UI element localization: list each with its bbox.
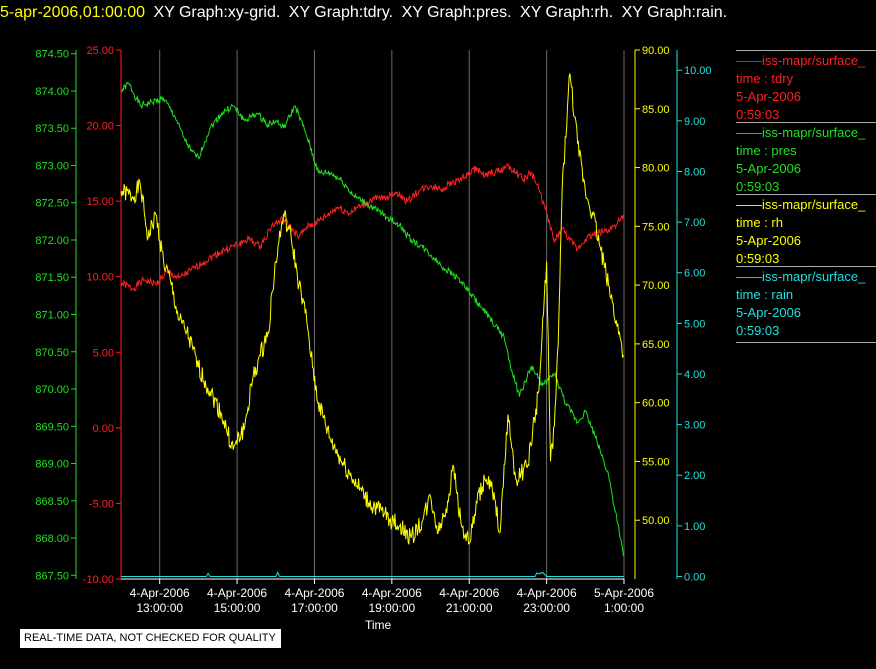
y-tick-label-tdry: 25.00 bbox=[86, 45, 114, 57]
legend-entry-pres: ——iss-mapr/surface_ time : pres 5-Apr-20… bbox=[736, 122, 876, 196]
legend-time: 0:59:03 bbox=[736, 323, 780, 338]
y-tick-label-tdry: 10.00 bbox=[86, 272, 114, 284]
y-tick-label-rh: 70.00 bbox=[642, 280, 670, 292]
y-tick-label-rh: 60.00 bbox=[642, 398, 670, 410]
x-tick-time: 17:00:00 bbox=[291, 601, 338, 615]
legend-date: 5-Apr-2006 bbox=[736, 161, 802, 176]
y-tick-label-rh: 80.00 bbox=[642, 163, 670, 175]
y-tick-label-rh: 85.00 bbox=[642, 104, 670, 116]
x-tick-date: 4-Apr-2006 bbox=[439, 586, 499, 600]
x-tick-time: 15:00:00 bbox=[214, 601, 261, 615]
y-tick-label-pres: 870.50 bbox=[35, 347, 69, 359]
legend-date: 5-Apr-2006 bbox=[736, 89, 802, 104]
legend-line-icon: —— bbox=[736, 125, 762, 140]
x-tick-time: 13:00:00 bbox=[136, 601, 183, 615]
legend-source: iss-mapr/surface_ bbox=[762, 197, 866, 212]
y-tick-label-tdry: 15.00 bbox=[86, 196, 114, 208]
y-tick-label-pres: 870.00 bbox=[35, 384, 69, 396]
y-tick-label-rain: 5.00 bbox=[684, 318, 705, 330]
legend-date: 5-Apr-2006 bbox=[736, 305, 802, 320]
series-line-pres bbox=[120, 81, 625, 557]
y-tick-label-pres: 874.00 bbox=[35, 86, 69, 98]
x-tick-date: 4-Apr-2006 bbox=[362, 586, 422, 600]
y-tick-label-pres: 871.50 bbox=[35, 272, 69, 284]
x-tick-time: 1:00:00 bbox=[604, 601, 644, 615]
legend-entry-rain: ——iss-mapr/surface_ time : rain 5-Apr-20… bbox=[736, 266, 876, 343]
x-axis-title: Time bbox=[365, 618, 392, 632]
legend-line-icon: —— bbox=[736, 197, 762, 212]
legend-entry-tdry: ——iss-mapr/surface_ time : tdry 5-Apr-20… bbox=[736, 50, 876, 124]
legend-source: iss-mapr/surface_ bbox=[762, 53, 866, 68]
y-tick-label-tdry: 5.00 bbox=[93, 347, 114, 359]
legend-var: time : rain bbox=[736, 287, 794, 302]
legend-source: iss-mapr/surface_ bbox=[762, 125, 866, 140]
y-tick-label-pres: 868.00 bbox=[35, 533, 69, 545]
x-tick-date: 4-Apr-2006 bbox=[284, 586, 344, 600]
legend-time: 0:59:03 bbox=[736, 179, 780, 194]
legend-date: 5-Apr-2006 bbox=[736, 233, 802, 248]
header-title-grid: XY Graph:xy-grid. bbox=[153, 4, 281, 21]
y-tick-label-rain: 1.00 bbox=[684, 521, 705, 533]
x-tick-date: 4-Apr-2006 bbox=[207, 586, 267, 600]
graph-header: 5-apr-2006,01:00:00 XY Graph:xy-grid. XY… bbox=[0, 0, 876, 30]
y-tick-label-rh: 55.00 bbox=[642, 456, 670, 468]
y-tick-label-rain: 3.00 bbox=[684, 420, 705, 432]
x-tick-time: 19:00:00 bbox=[368, 601, 415, 615]
legend-var: time : rh bbox=[736, 215, 783, 230]
header-title-pres: XY Graph:pres. bbox=[401, 4, 512, 21]
y-tick-label-tdry: 0.00 bbox=[93, 423, 114, 435]
header-title-tdry: XY Graph:tdry. bbox=[288, 4, 394, 21]
y-tick-label-pres: 871.00 bbox=[35, 310, 69, 322]
legend-line-icon: —— bbox=[736, 269, 762, 284]
x-tick-date: 4-Apr-2006 bbox=[130, 586, 190, 600]
x-tick-date: 5-Apr-2006 bbox=[594, 586, 654, 600]
series-line-tdry bbox=[120, 162, 625, 292]
y-tick-label-tdry: 20.00 bbox=[86, 121, 114, 133]
y-tick-label-rain: 4.00 bbox=[684, 369, 705, 381]
series-line-rain bbox=[121, 571, 624, 577]
header-title-rh: XY Graph:rh. bbox=[520, 4, 614, 21]
header-datetime: 5-apr-2006,01:00:00 bbox=[0, 4, 145, 21]
y-tick-label-pres: 869.00 bbox=[35, 459, 69, 471]
quality-notice: REAL-TIME DATA, NOT CHECKED FOR QUALITY bbox=[20, 629, 281, 648]
y-tick-label-rain: 9.00 bbox=[684, 116, 705, 128]
y-tick-label-pres: 873.50 bbox=[35, 123, 69, 135]
y-tick-label-pres: 872.00 bbox=[35, 235, 69, 247]
y-tick-label-rain: 2.00 bbox=[684, 470, 705, 482]
legend-var: time : tdry bbox=[736, 71, 794, 86]
y-tick-label-pres: 868.50 bbox=[35, 496, 69, 508]
x-tick-date: 4-Apr-2006 bbox=[517, 586, 577, 600]
header-title-rain: XY Graph:rain. bbox=[621, 4, 728, 21]
legend-time: 0:59:03 bbox=[736, 107, 780, 122]
y-tick-label-pres: 874.50 bbox=[35, 49, 69, 61]
y-tick-label-rain: 6.00 bbox=[684, 268, 705, 280]
legend-var: time : pres bbox=[736, 143, 797, 158]
y-tick-label-rain: 10.00 bbox=[684, 65, 712, 77]
y-tick-label-rh: 65.00 bbox=[642, 339, 670, 351]
x-tick-time: 23:00:00 bbox=[523, 601, 570, 615]
y-tick-label-rh: 90.00 bbox=[642, 45, 670, 57]
legend-source: iss-mapr/surface_ bbox=[762, 269, 866, 284]
y-tick-label-tdry: -5.00 bbox=[89, 498, 114, 510]
x-tick-time: 21:00:00 bbox=[446, 601, 493, 615]
legend-time: 0:59:03 bbox=[736, 251, 780, 266]
legend-line-icon: —— bbox=[736, 53, 762, 68]
series-line-rh bbox=[120, 73, 624, 545]
y-tick-label-rh: 50.00 bbox=[642, 515, 670, 527]
y-tick-label-rain: 0.00 bbox=[684, 571, 705, 583]
y-tick-label-pres: 869.50 bbox=[35, 421, 69, 433]
y-tick-label-tdry: -10.00 bbox=[83, 574, 114, 586]
y-tick-label-pres: 867.50 bbox=[35, 570, 69, 582]
y-tick-label-rh: 75.00 bbox=[642, 221, 670, 233]
legend-entry-rh: ——iss-mapr/surface_ time : rh 5-Apr-2006… bbox=[736, 194, 876, 268]
y-tick-label-rain: 8.00 bbox=[684, 166, 705, 178]
y-tick-label-pres: 872.50 bbox=[35, 198, 69, 210]
y-tick-label-pres: 873.00 bbox=[35, 160, 69, 172]
y-tick-label-rain: 7.00 bbox=[684, 217, 705, 229]
